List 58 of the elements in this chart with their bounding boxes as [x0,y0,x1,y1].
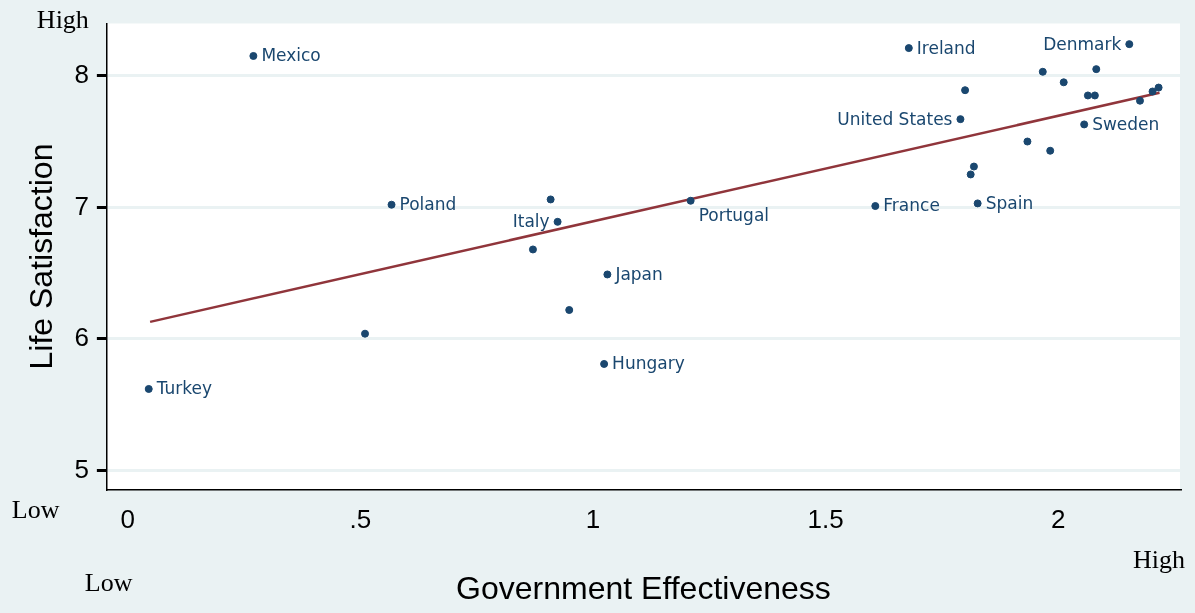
text: High [36,5,89,35]
x-tick-label: 0 [120,504,136,535]
point [144,384,153,393]
point [1090,91,1099,100]
x-tick-label: .5 [349,504,372,535]
x-axis-title: Government Effectiveness [456,569,831,606]
x-tick-label: 2 [1050,504,1066,535]
annotation: Turkey [155,378,213,399]
annotation: Japan [614,263,663,284]
point [387,200,396,209]
point [600,359,609,368]
y-tick-label: 6 [74,322,89,353]
point [966,170,975,179]
point [603,270,612,279]
point [904,44,913,53]
annotation: Italy [512,211,550,232]
x-tick-label: 1.5 [807,504,844,535]
annotation: Sweden [1092,113,1160,134]
point [361,329,370,338]
point [1038,67,1047,76]
text: High [1133,545,1185,575]
y-axis-title: Life Satisfaction [23,143,60,370]
point [1080,120,1089,129]
annotation: Portugal [698,205,770,226]
point [546,195,555,204]
point [1092,65,1101,74]
text: Low [11,495,60,525]
point [1148,87,1157,96]
annotation: Poland [399,194,457,215]
annotation: Denmark [1043,33,1122,54]
point [1125,40,1134,49]
point [565,306,574,314]
point [686,196,695,205]
point [528,245,537,254]
point [1059,78,1068,87]
annotation: Mexico [261,45,321,66]
annotation: Hungary [612,353,685,374]
annotation: United States [837,108,953,129]
x-tick-label: 1 [585,504,601,535]
y-tick-label: 7 [74,190,89,221]
point [1136,96,1144,105]
y-tick-label: 8 [74,58,89,89]
annotation: Spain [985,192,1034,213]
point [973,199,982,208]
point [1083,91,1092,100]
point [1023,137,1032,146]
point [1046,146,1055,155]
point [956,115,965,124]
text: Low [84,568,133,598]
point [1154,83,1163,92]
point [553,217,562,226]
annotation: Ireland [916,37,976,58]
point [961,86,970,95]
y-tick-label: 5 [74,453,89,484]
point [969,162,978,171]
point [249,51,258,60]
annotation: France [883,195,940,216]
point [871,202,880,211]
